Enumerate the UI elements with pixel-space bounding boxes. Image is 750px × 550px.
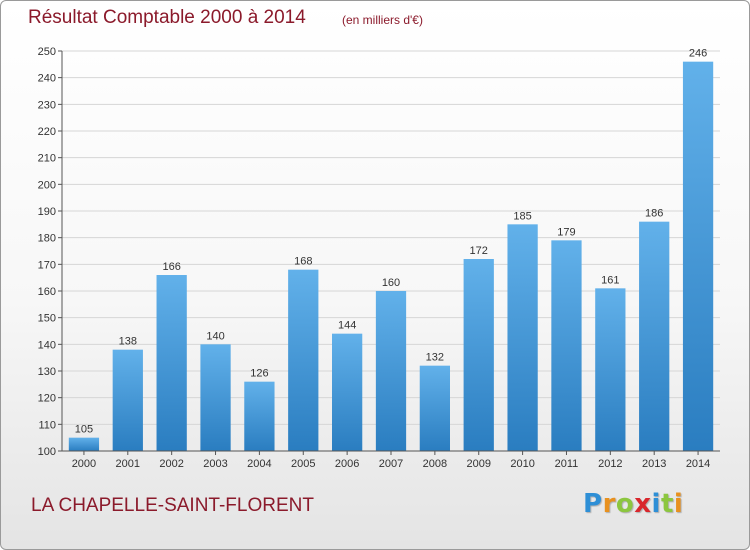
logo-letter: o bbox=[615, 489, 635, 519]
y-tick-label: 240 bbox=[38, 73, 56, 85]
y-tick-label: 100 bbox=[38, 446, 56, 458]
y-tick-label: 140 bbox=[38, 339, 56, 351]
x-tick-label: 2006 bbox=[335, 458, 359, 470]
x-tick-label: 2000 bbox=[72, 458, 96, 470]
y-tick-label: 110 bbox=[38, 419, 56, 431]
x-tick-label: 2008 bbox=[423, 458, 447, 470]
y-tick-label: 120 bbox=[38, 393, 56, 405]
x-tick-label: 2014 bbox=[686, 458, 710, 470]
value-label: 186 bbox=[645, 208, 663, 220]
y-tick-label: 230 bbox=[38, 99, 56, 111]
location-label: LA CHAPELLE-SAINT-FLORENT bbox=[31, 495, 314, 516]
y-tick-label: 150 bbox=[38, 313, 56, 325]
bar-2009 bbox=[463, 259, 494, 451]
x-tick-label: 2002 bbox=[159, 458, 183, 470]
proxiti-logo: Proxiti bbox=[583, 489, 683, 519]
value-label: 172 bbox=[470, 245, 488, 257]
value-label: 168 bbox=[294, 256, 312, 268]
x-tick-label: 2001 bbox=[116, 458, 140, 470]
value-label: 105 bbox=[75, 424, 93, 436]
value-label: 166 bbox=[162, 261, 180, 273]
axes: 100 110 120 130 140 150 160 170 180 190 200 210 220 2… bbox=[38, 46, 720, 470]
bar-2012 bbox=[595, 288, 626, 451]
x-tick-label: 2007 bbox=[379, 458, 403, 470]
bar-2006 bbox=[331, 333, 363, 451]
value-label: 185 bbox=[513, 210, 531, 222]
bar-2013 bbox=[639, 221, 670, 451]
value-label: 140 bbox=[206, 330, 224, 342]
bars: 105 138 166 140 126 168 144 160 132 172 185 179 161 1… bbox=[68, 48, 714, 452]
bar-2000 bbox=[68, 437, 100, 451]
x-tick-label: 2011 bbox=[555, 458, 579, 470]
value-label: 179 bbox=[557, 226, 575, 238]
value-label: 132 bbox=[426, 352, 444, 364]
bar-2004 bbox=[244, 381, 275, 451]
y-tick-label: 210 bbox=[38, 153, 56, 165]
x-tick-label: 2009 bbox=[466, 458, 490, 470]
value-label: 144 bbox=[338, 320, 356, 332]
bar-2005 bbox=[288, 269, 319, 451]
bar-2003 bbox=[200, 344, 231, 451]
logo-letter: i bbox=[651, 489, 661, 519]
logo-letter: x bbox=[634, 489, 652, 519]
bar-2001 bbox=[112, 349, 143, 451]
logo-letter: i bbox=[673, 489, 684, 519]
value-label: 160 bbox=[382, 277, 400, 289]
x-tick-label: 2003 bbox=[203, 458, 227, 470]
x-tick-label: 2010 bbox=[510, 458, 534, 470]
y-tick-label: 160 bbox=[38, 286, 56, 298]
x-tick-label: 2004 bbox=[247, 458, 271, 470]
bar-2007 bbox=[375, 291, 407, 451]
x-tick-label: 2005 bbox=[291, 458, 315, 470]
y-tick-label: 200 bbox=[38, 179, 56, 191]
chart-title: Résultat Comptable 2000 à 2014 bbox=[28, 7, 306, 28]
bar-2002 bbox=[156, 275, 187, 451]
y-tick-label: 190 bbox=[38, 206, 56, 218]
x-tick-label: 2013 bbox=[642, 458, 666, 470]
x-tick-label: 2012 bbox=[598, 458, 622, 470]
value-label: 138 bbox=[119, 336, 137, 348]
value-label: 126 bbox=[250, 368, 268, 380]
y-tick-label: 170 bbox=[38, 259, 56, 271]
value-label: 246 bbox=[689, 48, 707, 60]
bar-2014 bbox=[682, 61, 714, 452]
y-tick-label: 180 bbox=[38, 233, 56, 245]
y-tick-label: 130 bbox=[38, 366, 56, 378]
logo-letter: P bbox=[583, 489, 603, 519]
bar-2008 bbox=[419, 365, 451, 451]
y-tick-label: 250 bbox=[38, 46, 56, 58]
logo-letter: r bbox=[602, 489, 616, 519]
y-tick-label: 220 bbox=[38, 126, 56, 138]
bar-2011 bbox=[551, 240, 582, 451]
logo-letter: t bbox=[660, 489, 674, 519]
chart-subtitle: (en milliers d'€) bbox=[342, 13, 423, 27]
value-label: 161 bbox=[601, 274, 619, 286]
bar-2010 bbox=[507, 224, 538, 451]
